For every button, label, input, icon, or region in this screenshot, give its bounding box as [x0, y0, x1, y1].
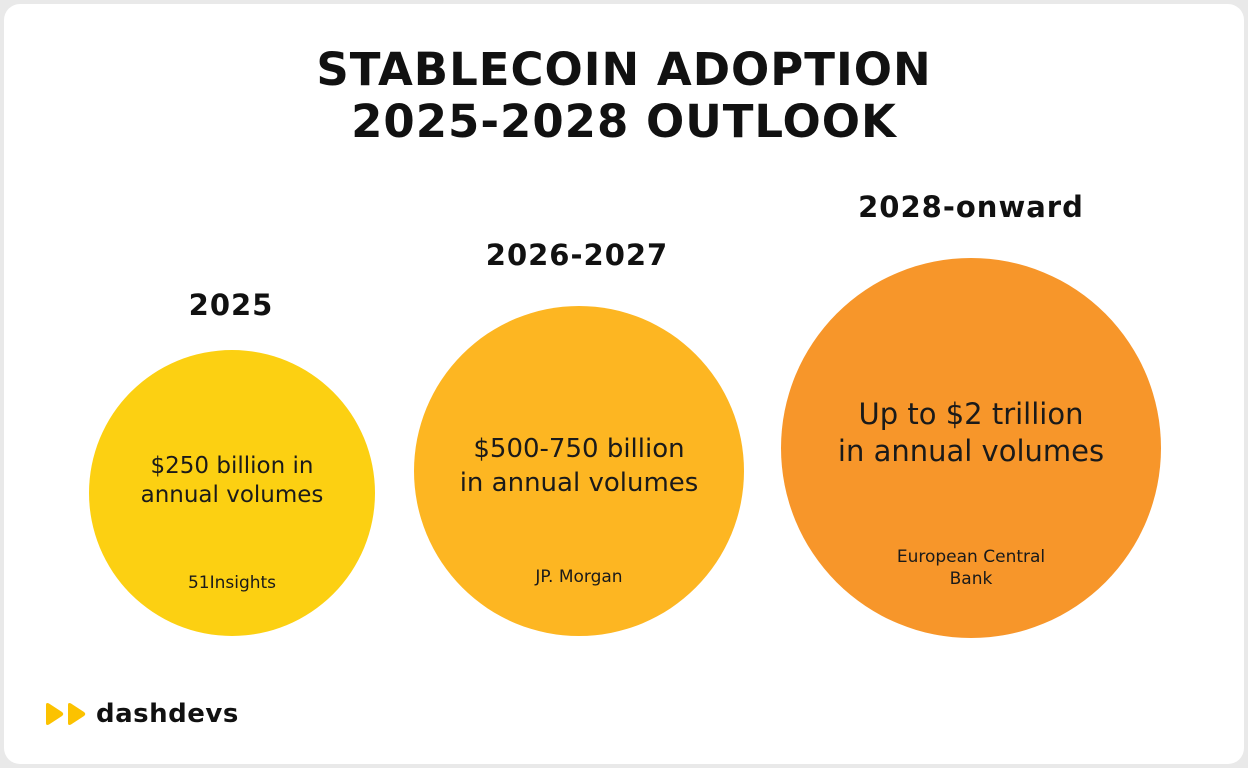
period-label-2025: 2025 [188, 288, 274, 322]
period-source-2025: 51Insights [187, 573, 277, 593]
period-label-2026-2027: 2026-2027 [485, 238, 669, 272]
period-source-2026-2027: JP. Morgan [535, 567, 623, 587]
page-title: STABLECOIN ADOPTION 2025-2028 OUTLOOK [4, 44, 1244, 148]
period-circle-2025 [89, 350, 375, 636]
period-label-2028-onward: 2028-onward [858, 190, 1084, 224]
period-circle-2028-onward [781, 258, 1161, 638]
title-line-1: STABLECOIN ADOPTION [316, 43, 932, 96]
double-play-icon [46, 703, 86, 725]
period-circle-2026-2027 [414, 306, 744, 636]
infographic-card: STABLECOIN ADOPTION 2025-2028 OUTLOOK 20… [4, 4, 1244, 764]
period-value-2028-onward: Up to $2 trillion in annual volumes [837, 397, 1105, 468]
period-value-2026-2027: $500-750 billion in annual volumes [459, 434, 699, 498]
title-line-2: 2025-2028 OUTLOOK [351, 95, 897, 148]
period-source-2028-onward: European Central Bank [896, 547, 1046, 589]
period-value-2025: $250 billion in annual volumes [140, 453, 324, 508]
logo-text: dashdevs [96, 699, 239, 729]
